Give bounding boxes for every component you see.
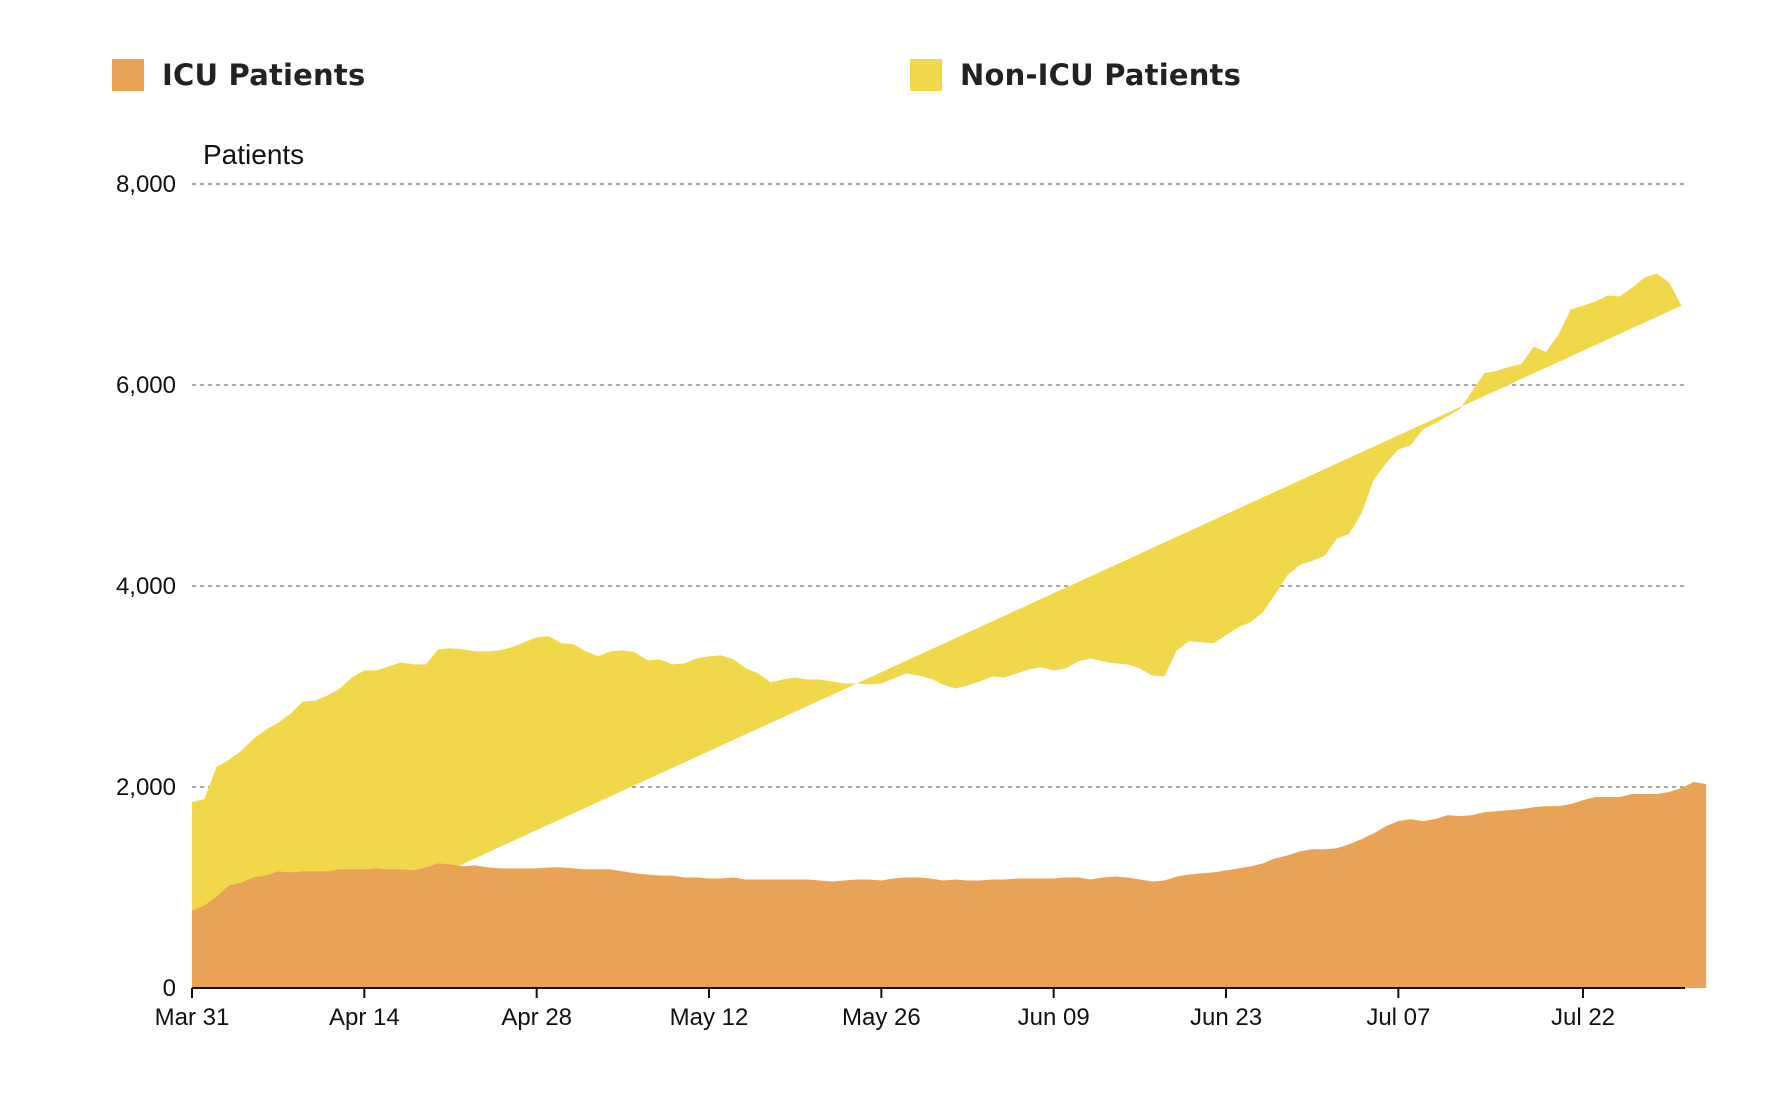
legend-swatch-icu <box>112 59 144 91</box>
x-tick-label: Jul 07 <box>1366 1004 1430 1031</box>
legend-label-icu: ICU Patients <box>162 58 366 92</box>
legend: ICU Patients Non-ICU Patients <box>0 58 1770 108</box>
x-tick-label: Jul 22 <box>1551 1004 1615 1031</box>
y-tick-label: 8,000 <box>116 171 176 198</box>
area-non-icu-patients <box>192 273 1682 988</box>
x-tick-label: Jun 23 <box>1190 1004 1262 1031</box>
x-tick-label: Apr 28 <box>501 1004 572 1031</box>
x-tick-label: Mar 31 <box>155 1004 230 1031</box>
legend-item-icu[interactable]: ICU Patients <box>112 58 365 92</box>
area-icu-patients <box>192 781 1707 988</box>
y-tick-label: 6,000 <box>116 372 176 399</box>
area-series <box>192 273 1707 988</box>
x-tick-label: Apr 14 <box>329 1004 400 1031</box>
x-tick-label: May 12 <box>670 1004 749 1031</box>
legend-label-non-icu: Non-ICU Patients <box>960 58 1242 92</box>
y-tick-label: 2,000 <box>116 774 176 801</box>
x-tick-label: Jun 09 <box>1018 1004 1090 1031</box>
axes: 0 2,000 4,000 6,000 8,000 Mar 31 Apr 14 Apr 28 M… <box>116 171 1685 1031</box>
y-axis-label: Patients <box>203 139 304 170</box>
legend-item-non-icu[interactable]: Non-ICU Patients <box>910 58 1241 92</box>
x-tick-label: May 26 <box>842 1004 921 1031</box>
legend-swatch-non-icu <box>910 59 942 91</box>
y-tick-label: 4,000 <box>116 573 176 600</box>
y-tick-label: 0 <box>163 975 176 1002</box>
